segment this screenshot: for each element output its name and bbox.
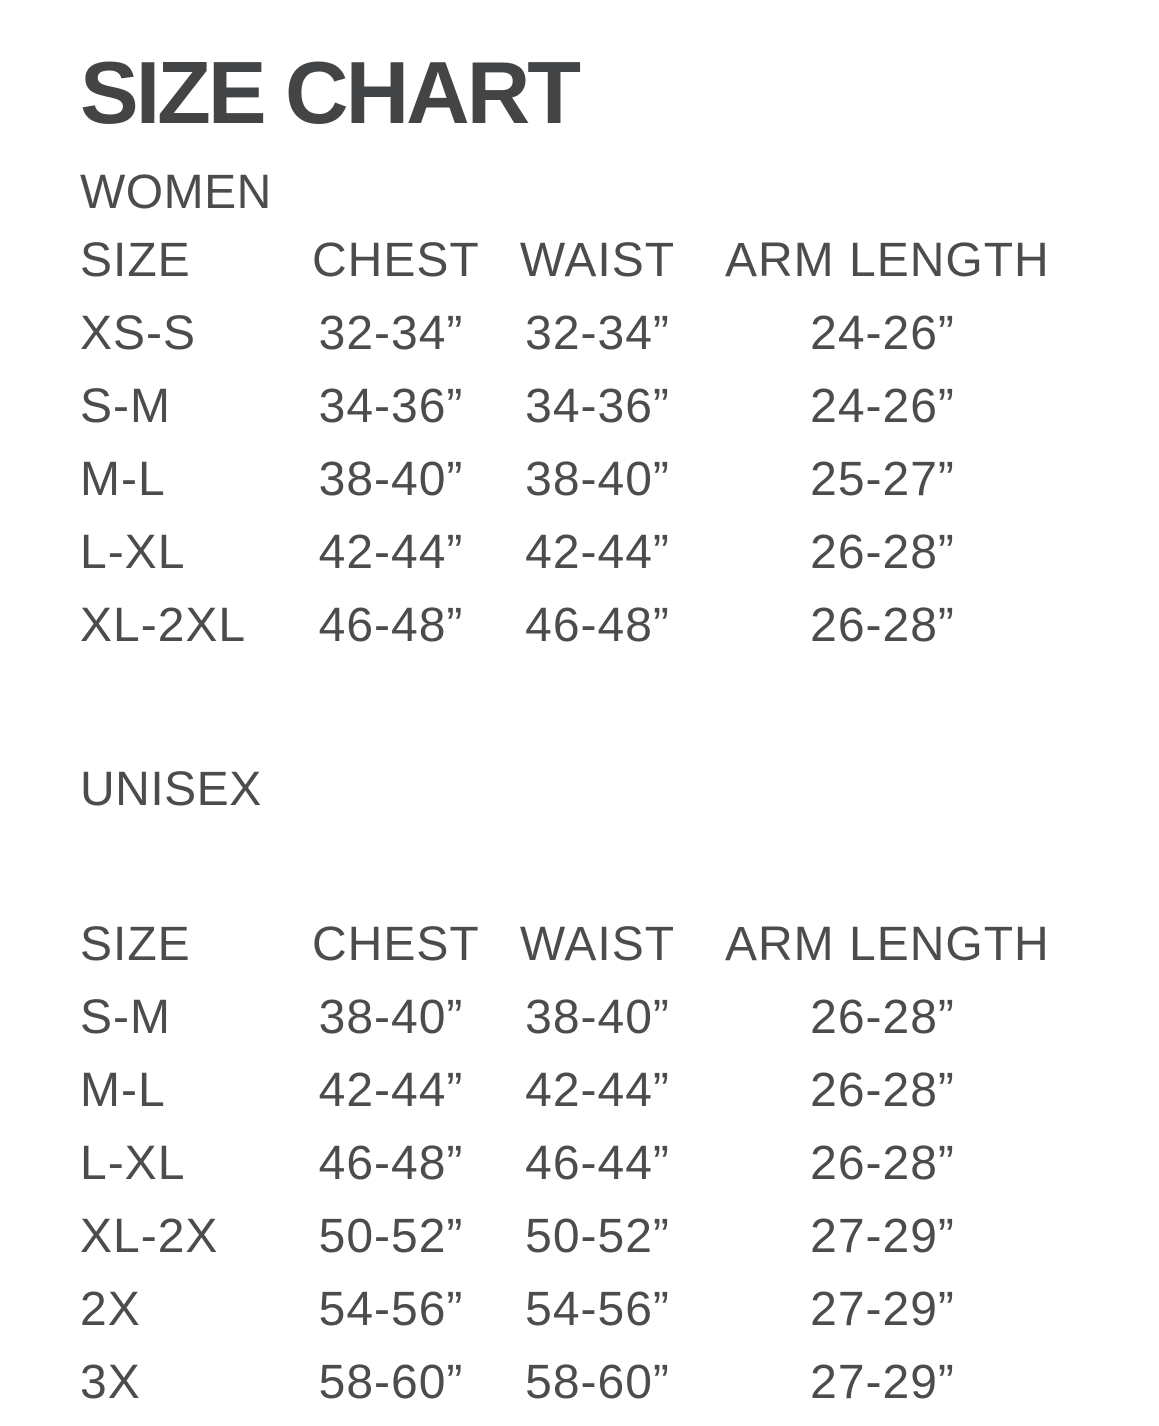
size-cell: L-XL: [80, 1136, 186, 1190]
arm-length-cell: 26-28”: [810, 1136, 955, 1190]
column-header-chest: CHEST: [312, 917, 480, 971]
table-row: M-L 38-40” 38-40” 25-27”: [80, 443, 1040, 516]
unisex-section: UNISEX SIZE CHEST WAIST ARM LENGTH S-M 3…: [80, 762, 1129, 1418]
table-row: M-L 42-44” 42-44” 26-28”: [80, 1054, 1040, 1127]
chest-cell: 58-60”: [318, 1355, 464, 1409]
waist-cell: 38-40”: [525, 990, 670, 1044]
chest-cell: 46-48”: [318, 1136, 464, 1190]
waist-cell: 46-44”: [525, 1136, 670, 1190]
size-cell: XL-2X: [80, 1209, 219, 1263]
size-cell: XS-S: [80, 307, 197, 361]
size-cell: M-L: [80, 453, 166, 507]
arm-length-cell: 26-28”: [810, 526, 955, 580]
chest-cell: 34-36”: [318, 380, 464, 434]
chest-cell: 32-34”: [318, 307, 464, 361]
column-header-waist: WAIST: [519, 917, 676, 971]
table-row: XL-2XL 46-48” 46-48” 26-28”: [80, 589, 1040, 662]
table-row: XL-2X 50-52” 50-52” 27-29”: [80, 1200, 1040, 1273]
arm-length-cell: 24-26”: [810, 307, 955, 361]
waist-cell: 34-36”: [525, 380, 670, 434]
chest-cell: 54-56”: [318, 1282, 464, 1336]
table-row: S-M 34-36” 34-36” 24-26”: [80, 370, 1040, 443]
arm-length-cell: 26-28”: [810, 599, 955, 653]
column-header-waist: WAIST: [519, 234, 676, 288]
arm-length-cell: 24-26”: [810, 380, 955, 434]
chest-cell: 46-48”: [318, 599, 464, 653]
chest-cell: 38-40”: [318, 990, 464, 1044]
size-cell: 3X: [80, 1355, 141, 1409]
table-row: 2X 54-56” 54-56” 27-29”: [80, 1273, 1040, 1346]
waist-cell: 32-34”: [525, 307, 670, 361]
arm-length-cell: 27-29”: [810, 1209, 955, 1263]
waist-cell: 46-48”: [525, 599, 670, 653]
page-title: SIZE CHART: [80, 43, 581, 142]
waist-cell: 42-44”: [525, 526, 670, 580]
waist-cell: 50-52”: [525, 1209, 670, 1263]
arm-length-cell: 25-27”: [810, 453, 955, 507]
chest-cell: 42-44”: [318, 1063, 464, 1117]
size-cell: XL-2XL: [80, 599, 247, 653]
table-row: XS-S 32-34” 32-34” 24-26”: [80, 297, 1040, 370]
table-row: L-XL 42-44” 42-44” 26-28”: [80, 516, 1040, 589]
women-section: WOMEN SIZE CHEST WAIST ARM LENGTH XS-S 3…: [80, 165, 1129, 662]
column-header-arm-length: ARM LENGTH: [725, 917, 1050, 971]
waist-cell: 38-40”: [525, 453, 670, 507]
unisex-section-label: UNISEX: [80, 763, 262, 817]
size-cell: M-L: [80, 1063, 166, 1117]
size-cell: 2X: [80, 1282, 141, 1336]
column-header-arm-length: ARM LENGTH: [725, 234, 1050, 288]
unisex-size-table: SIZE CHEST WAIST ARM LENGTH S-M 38-40” 3…: [80, 908, 1050, 1419]
size-cell: S-M: [80, 380, 171, 434]
unisex-header-row: SIZE CHEST WAIST ARM LENGTH: [80, 908, 1050, 981]
column-header-chest: CHEST: [312, 234, 480, 288]
women-header-row: SIZE CHEST WAIST ARM LENGTH: [80, 224, 1050, 297]
table-row: S-M 38-40” 38-40” 26-28”: [80, 981, 1040, 1054]
arm-length-cell: 26-28”: [810, 990, 955, 1044]
arm-length-cell: 27-29”: [810, 1355, 955, 1409]
arm-length-cell: 26-28”: [810, 1063, 955, 1117]
waist-cell: 58-60”: [525, 1355, 670, 1409]
table-row: 3X 58-60” 58-60” 27-29”: [80, 1346, 1040, 1419]
chest-cell: 38-40”: [318, 453, 464, 507]
size-cell: L-XL: [80, 526, 186, 580]
column-header-size: SIZE: [80, 917, 191, 971]
chest-cell: 50-52”: [318, 1209, 464, 1263]
women-size-table: SIZE CHEST WAIST ARM LENGTH XS-S 32-34” …: [80, 224, 1050, 662]
women-section-label: WOMEN: [80, 166, 272, 220]
waist-cell: 54-56”: [525, 1282, 670, 1336]
arm-length-cell: 27-29”: [810, 1282, 955, 1336]
table-row: L-XL 46-48” 46-44” 26-28”: [80, 1127, 1040, 1200]
column-header-size: SIZE: [80, 234, 191, 288]
chest-cell: 42-44”: [318, 526, 464, 580]
size-cell: S-M: [80, 990, 171, 1044]
waist-cell: 42-44”: [525, 1063, 670, 1117]
